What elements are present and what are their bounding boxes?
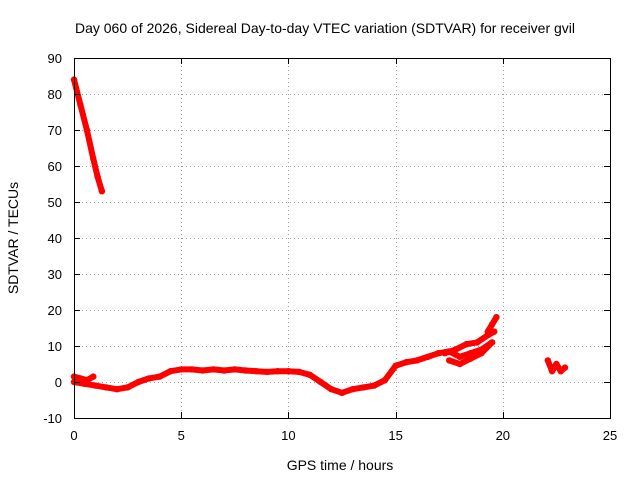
data-point [285,368,292,375]
data-point [188,366,196,373]
x-tick-label: 5 [178,428,185,443]
data-point [156,373,163,380]
x-tick-label: 0 [70,428,77,443]
data-point [317,378,324,386]
data-point [135,378,142,386]
y-axis-label: SDTVAR / TECUs [5,182,21,294]
data-point [456,353,464,360]
data-point [94,173,101,180]
series-early-segment [71,373,97,384]
data-point [561,364,569,371]
x-tick-label: 20 [496,428,510,443]
y-tick-label: 40 [48,231,62,246]
data-point [478,350,485,357]
data-point [306,371,313,378]
data-point [263,368,271,376]
data-point [488,321,496,328]
y-tick-label: 0 [55,375,62,390]
data-point [167,368,174,375]
data-point [124,384,131,391]
data-point [488,339,496,346]
data-point [92,382,99,389]
data-point [90,373,97,380]
grid-layer [74,58,610,418]
y-tick-label: 80 [48,87,62,102]
data-point [81,380,88,387]
data-point [349,386,356,393]
data-point [424,353,431,360]
data-point [231,366,238,373]
y-tick-label: 60 [48,159,62,174]
data-point [446,357,453,364]
data-point [553,360,560,368]
data-layer [70,76,569,396]
data-point [98,188,106,195]
data-point [493,314,500,321]
y-tick-label: 90 [48,51,62,66]
data-point [557,368,564,375]
data-point [463,341,470,348]
data-point [484,328,491,335]
data-point [548,368,556,375]
data-point [403,359,410,366]
data-point [360,384,367,391]
x-tick-label: 10 [281,428,295,443]
series-main-trace [71,339,496,396]
data-point [77,101,84,109]
y-tick-label: 10 [48,339,62,354]
data-point [242,367,249,374]
data-point [338,389,346,396]
y-tick-label: 30 [48,267,62,282]
data-point [145,375,153,382]
data-point [83,126,91,134]
x-tick-label: 15 [388,428,402,443]
data-point [371,382,378,389]
data-point [473,339,481,346]
data-point [113,386,121,393]
data-point [199,367,206,374]
y-tick-label: -10 [43,411,62,426]
y-tick-label: 50 [48,195,62,210]
x-axis-label: GPS time / hours [287,457,394,473]
y-tick-label: 20 [48,303,62,318]
data-point [441,350,449,357]
x-tick-label: 25 [603,428,617,443]
data-point [544,357,551,364]
data-point [90,155,97,162]
data-point [295,368,303,376]
data-point [210,366,217,373]
data-point [220,367,228,374]
data-point [413,357,421,364]
data-point [178,366,185,373]
data-point [328,386,335,393]
data-point [435,350,442,357]
data-point [452,346,459,353]
chart-title: Day 060 of 2026, Sidereal Day-to-day VTE… [75,20,575,36]
data-point [274,368,281,375]
data-point [456,360,464,368]
data-point [103,384,110,391]
data-point [381,377,389,384]
data-point [392,362,399,369]
data-point [253,368,260,375]
y-tick-label: 70 [48,123,62,138]
data-point [467,355,474,362]
data-point [491,328,498,335]
tick-layer: 0 5 10 15 20 25 -10 0 10 20 30 40 50 60 70 80 90 [43,51,617,443]
